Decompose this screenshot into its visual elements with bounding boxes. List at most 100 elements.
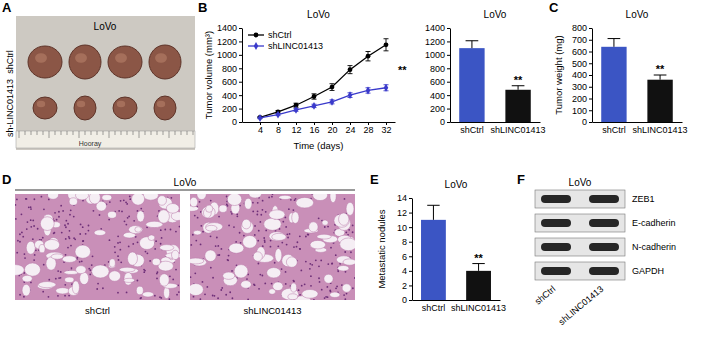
- nucleus: [281, 242, 283, 244]
- nucleus: [60, 277, 62, 279]
- nucleus: [318, 265, 320, 267]
- nucleus: [82, 240, 84, 242]
- tick-mark: [447, 95, 450, 96]
- nucleus: [287, 237, 289, 239]
- nucleus: [327, 263, 329, 265]
- nucleus: [91, 264, 93, 266]
- blot-band: [541, 195, 571, 203]
- nucleus: [239, 232, 241, 234]
- tick-label: 700: [572, 35, 587, 45]
- tick-label: shLINC01413: [633, 125, 688, 135]
- significance: **: [514, 74, 523, 86]
- axis-line: [243, 122, 396, 123]
- alveolus: [229, 243, 244, 253]
- alveolus: [267, 268, 281, 278]
- nucleus: [258, 288, 260, 290]
- nucleus: [310, 275, 312, 277]
- tick: 100: [572, 106, 592, 116]
- significance: **: [656, 63, 665, 75]
- blot-strip: [535, 190, 625, 208]
- marker: [384, 42, 389, 47]
- alveolus: [143, 194, 158, 200]
- nucleus: [143, 269, 145, 271]
- nucleus: [117, 292, 119, 294]
- nucleus: [42, 237, 44, 239]
- tick: 0: [582, 117, 592, 127]
- tumor: [33, 97, 57, 119]
- nucleus: [37, 228, 39, 230]
- nucleus: [289, 233, 291, 235]
- error-cap: [366, 60, 371, 61]
- nucleus: [170, 197, 172, 199]
- tumor: [149, 45, 181, 79]
- nucleus: [169, 275, 171, 277]
- nucleus: [16, 199, 18, 201]
- nucleus: [304, 283, 306, 285]
- nucleus: [348, 229, 350, 231]
- alveolus: [313, 194, 328, 201]
- alveolus: [75, 194, 88, 200]
- nucleus: [127, 217, 129, 219]
- alveolus: [310, 240, 326, 249]
- nucleus: [25, 198, 27, 200]
- y-axis-title: Metastatic nodules: [376, 209, 387, 288]
- error-cap: [608, 38, 621, 39]
- alveolus: [219, 205, 227, 213]
- nucleus: [102, 287, 104, 289]
- nucleus: [88, 230, 90, 232]
- nucleus: [192, 234, 194, 236]
- nucleus: [60, 271, 62, 273]
- nucleus: [65, 220, 67, 222]
- alveolus: [94, 230, 106, 236]
- alveolus: [197, 194, 207, 200]
- figure-canvas: LoVoTumor volume (mm³)020040060080010001…: [0, 0, 703, 338]
- blot-band: [589, 243, 619, 251]
- tumor-highlight: [115, 53, 127, 63]
- nucleus: [199, 298, 201, 300]
- nucleus: [285, 283, 287, 285]
- nucleus: [221, 287, 223, 289]
- tumor: [154, 96, 176, 120]
- nucleus: [195, 240, 197, 242]
- error-cap: [427, 205, 439, 206]
- nucleus: [217, 254, 219, 256]
- alveolus: [137, 211, 145, 222]
- alveolus: [146, 221, 163, 227]
- tick-mark: [409, 227, 412, 228]
- tick-mark: [409, 300, 412, 301]
- tick-label: 10: [397, 223, 407, 233]
- nucleus: [70, 209, 72, 211]
- panel-label: A: [2, 0, 12, 15]
- tick: 1400: [425, 23, 450, 33]
- tick-mark: [447, 122, 450, 123]
- error-bar: [384, 85, 389, 91]
- nucleus: [335, 287, 337, 289]
- axis-line: [451, 122, 541, 123]
- nucleus: [190, 244, 192, 246]
- tissue: [15, 194, 180, 300]
- nucleus: [264, 239, 266, 241]
- alveolus: [322, 220, 328, 225]
- tick: 600: [572, 47, 592, 57]
- tick: 8: [402, 237, 412, 247]
- alveolus: [243, 235, 257, 248]
- nucleus: [271, 283, 273, 285]
- alveolus: [24, 263, 40, 276]
- ruler-tick: [127, 131, 128, 135]
- ruler-tick: [73, 131, 74, 135]
- panel-title: LoVo: [569, 177, 592, 188]
- panel-title: LoVo: [174, 177, 197, 188]
- chart-title: LoVo: [484, 9, 507, 20]
- nucleus: [200, 243, 202, 245]
- alveolus: [22, 284, 30, 296]
- alveolus: [47, 194, 58, 199]
- panel-label: C: [549, 0, 559, 15]
- nucleus: [204, 293, 206, 295]
- nucleus: [331, 262, 333, 264]
- nucleus: [30, 208, 32, 210]
- ruler-tick: [103, 131, 104, 135]
- alveolus: [193, 230, 201, 235]
- marker: [330, 85, 335, 90]
- nucleus: [64, 284, 66, 286]
- tick-mark: [239, 28, 242, 29]
